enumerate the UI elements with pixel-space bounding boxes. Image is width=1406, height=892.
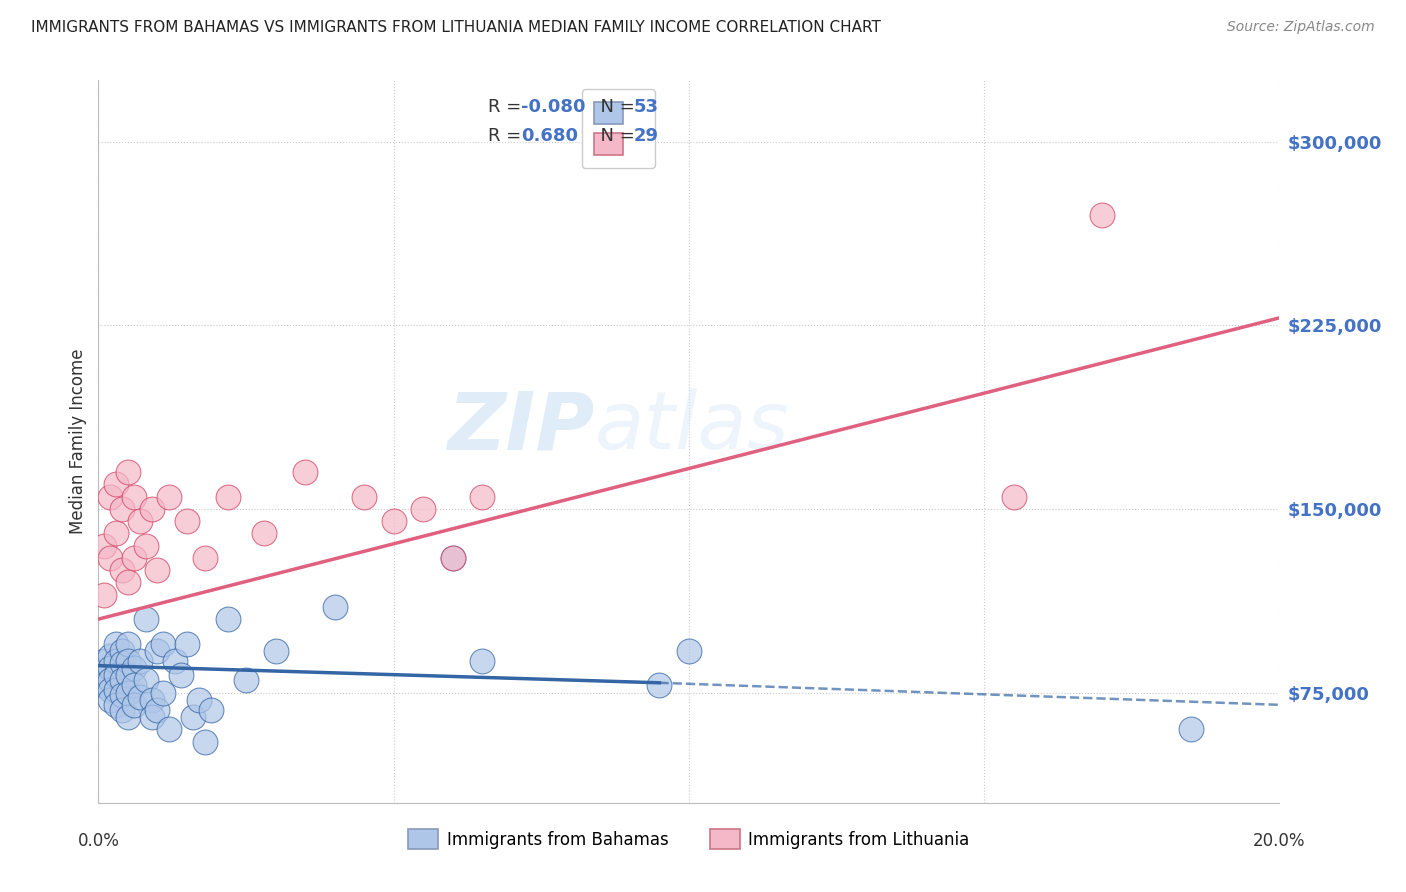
Point [117,637,139,651]
Point [264,644,287,658]
Point [135,673,157,688]
Point [471,654,494,668]
Text: ZIP: ZIP [447,388,595,467]
Text: 53: 53 [634,98,658,116]
Text: N =: N = [589,128,640,145]
Point [98,661,121,675]
Point [117,685,139,699]
Point [194,734,217,748]
Point [93,678,115,692]
Point [128,654,150,668]
Point [412,502,434,516]
Text: 0.0%: 0.0% [77,832,120,850]
Point [294,465,316,479]
Point [146,563,169,577]
Point [93,668,115,682]
Point [128,690,150,705]
Point [353,490,375,504]
Point [441,550,464,565]
Point [122,698,145,712]
Point [141,502,163,516]
Text: -0.080: -0.080 [522,98,586,116]
Point [471,490,494,504]
Point [105,698,128,712]
Point [98,673,121,688]
Point [152,685,174,699]
Point [235,673,257,688]
Point [157,490,180,504]
Text: atlas: atlas [595,388,789,467]
Point [122,490,145,504]
Text: N =: N = [589,98,640,116]
Point [217,612,239,626]
Point [98,683,121,698]
Point [105,668,128,682]
Point [111,644,134,658]
Point [1091,208,1114,222]
Point [105,683,128,698]
Point [141,693,163,707]
Point [157,723,180,737]
Point [105,477,128,491]
Point [105,526,128,541]
Point [176,514,198,528]
Point [141,710,163,724]
Point [111,656,134,670]
Point [253,526,276,541]
Point [111,703,134,717]
Point [200,703,222,717]
Point [117,668,139,682]
Point [117,575,139,590]
Text: R =: R = [488,98,527,116]
Point [323,599,346,614]
Point [648,678,671,692]
Text: Source: ZipAtlas.com: Source: ZipAtlas.com [1227,20,1375,34]
Point [1002,490,1025,504]
Point [152,637,174,651]
Point [122,678,145,692]
Text: 20.0%: 20.0% [1253,832,1306,850]
Legend: Immigrants from Bahamas, Immigrants from Lithuania: Immigrants from Bahamas, Immigrants from… [402,822,976,856]
Point [181,710,204,724]
Point [111,502,134,516]
Text: IMMIGRANTS FROM BAHAMAS VS IMMIGRANTS FROM LITHUANIA MEDIAN FAMILY INCOME CORREL: IMMIGRANTS FROM BAHAMAS VS IMMIGRANTS FR… [31,20,880,35]
Point [187,693,209,707]
Point [98,550,121,565]
Point [128,514,150,528]
Point [111,688,134,702]
Point [93,539,115,553]
Point [170,668,193,682]
Point [117,710,139,724]
Point [135,539,157,553]
Point [105,654,128,668]
Point [146,703,169,717]
Point [105,637,128,651]
Text: R =: R = [488,128,533,145]
Point [117,465,139,479]
Point [135,612,157,626]
Point [98,490,121,504]
Point [165,654,187,668]
Text: 29: 29 [634,128,658,145]
Point [217,490,239,504]
Point [111,673,134,688]
Point [98,648,121,663]
Point [146,644,169,658]
Point [441,550,464,565]
Point [194,550,217,565]
Point [382,514,405,528]
Text: 0.680: 0.680 [522,128,578,145]
Point [176,637,198,651]
Point [93,654,115,668]
Point [1180,723,1202,737]
Point [93,588,115,602]
Point [111,563,134,577]
Point [122,661,145,675]
Point [98,693,121,707]
Y-axis label: Median Family Income: Median Family Income [69,349,87,534]
Point [117,654,139,668]
Point [678,644,700,658]
Point [122,550,145,565]
